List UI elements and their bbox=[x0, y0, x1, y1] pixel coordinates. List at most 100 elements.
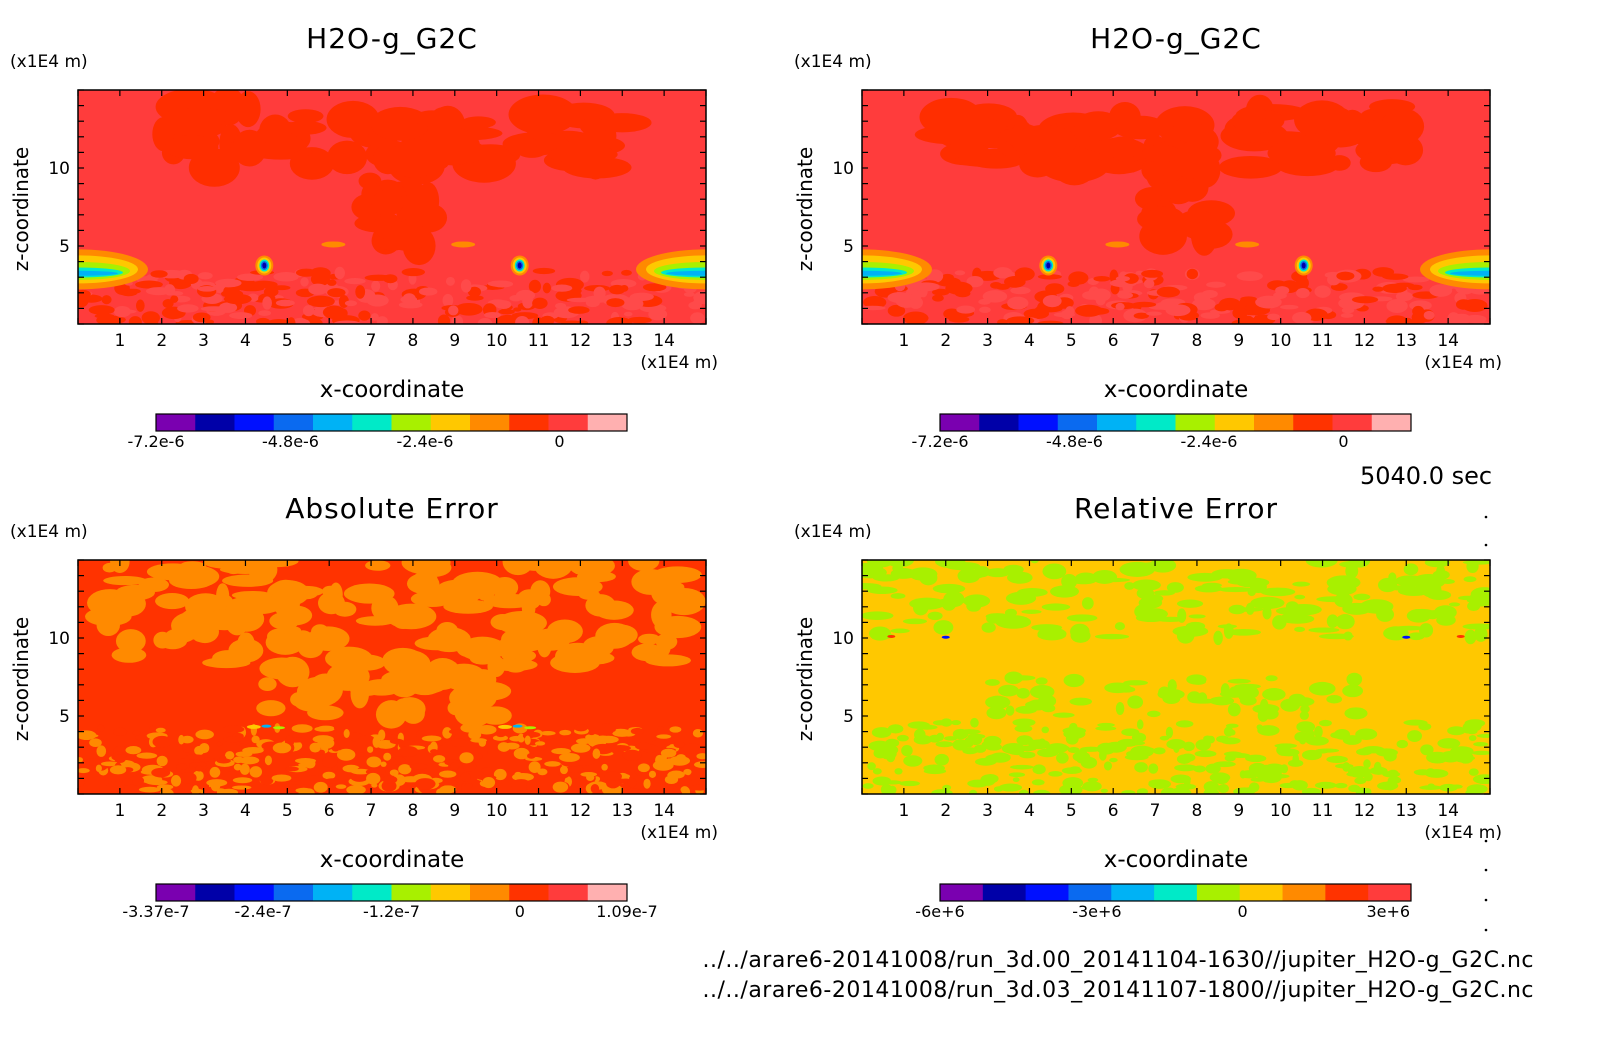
contour-patch bbox=[1334, 728, 1351, 740]
colorbar-frame bbox=[155, 883, 628, 902]
colorbar-tick-label: -3.37e-7 bbox=[122, 902, 189, 921]
contour-patch bbox=[317, 749, 326, 756]
contour-patch bbox=[932, 288, 950, 296]
contour-patch bbox=[1382, 283, 1407, 294]
contour-patch bbox=[701, 737, 706, 743]
x-tick-label: 14 bbox=[1437, 331, 1459, 351]
contour-patch bbox=[1007, 296, 1029, 310]
x-tick-label: 7 bbox=[366, 801, 377, 821]
contour-patch bbox=[258, 677, 277, 692]
contour-patch bbox=[406, 573, 440, 594]
contour-patch bbox=[648, 308, 668, 321]
contour-patch bbox=[1069, 697, 1093, 706]
contour-patch bbox=[111, 647, 147, 663]
contour-patch bbox=[1451, 313, 1472, 324]
contour-patch bbox=[308, 283, 328, 295]
contour-patch bbox=[286, 317, 296, 324]
contour-patch bbox=[1037, 274, 1062, 280]
contour-patch bbox=[928, 734, 942, 743]
contour-patch bbox=[1227, 702, 1241, 717]
colorbar-tick-label: 0 bbox=[1238, 902, 1248, 921]
contour-patch bbox=[448, 729, 460, 735]
margin-dot bbox=[1484, 839, 1488, 843]
contour-patch bbox=[1462, 722, 1473, 734]
contour-patch bbox=[669, 726, 682, 733]
x-tick-label: 11 bbox=[528, 801, 550, 821]
contour-patch bbox=[298, 762, 313, 768]
x-tick-label: 6 bbox=[324, 331, 335, 351]
contour-patch bbox=[355, 285, 366, 299]
contour-patch bbox=[1386, 298, 1408, 313]
contour-patch bbox=[862, 566, 887, 579]
x-tick-label: 12 bbox=[570, 331, 592, 351]
contour-patch bbox=[460, 772, 471, 782]
contour-patch bbox=[1148, 779, 1172, 789]
colorbar-cell bbox=[313, 414, 353, 431]
x-tick-label: 5 bbox=[282, 801, 293, 821]
contour-patch bbox=[863, 296, 887, 309]
contour-patch bbox=[1423, 310, 1435, 320]
contour-patch bbox=[997, 128, 1042, 143]
colorbar-cell bbox=[1282, 884, 1326, 901]
colorbar-cell bbox=[1368, 884, 1412, 901]
contour-patch bbox=[944, 736, 958, 741]
contour-patch bbox=[515, 316, 530, 324]
contour-patch bbox=[1127, 695, 1144, 709]
contour-patch bbox=[1063, 673, 1085, 688]
contour-patch bbox=[1343, 631, 1353, 641]
panel-title: Absolute Error bbox=[285, 492, 499, 525]
contour-patch bbox=[195, 765, 204, 772]
contour-patch bbox=[1007, 571, 1033, 584]
contour-patch bbox=[1131, 732, 1147, 743]
contour-patch bbox=[1447, 726, 1466, 736]
contour-patch bbox=[1275, 607, 1301, 615]
x-tick-label: 14 bbox=[653, 801, 675, 821]
contour-patch bbox=[233, 763, 242, 771]
contour-patch bbox=[1339, 561, 1367, 568]
panel-3: Absolute Error(x1E4 m)1 2 3 4 5 6 7 8 9 10 11 12 13 1… bbox=[9, 492, 718, 921]
contour-patch bbox=[1177, 608, 1187, 623]
contour-patch bbox=[275, 656, 310, 688]
contour-patch bbox=[637, 763, 650, 773]
contour-patch bbox=[1406, 609, 1431, 623]
contour-patch bbox=[1067, 280, 1080, 287]
contour-patch bbox=[1257, 709, 1269, 722]
contour-patch bbox=[1465, 788, 1480, 794]
colorbar-cell bbox=[430, 414, 471, 431]
contour-patch bbox=[258, 310, 272, 316]
contour-patch bbox=[138, 786, 161, 793]
contour-patch bbox=[1052, 712, 1075, 718]
contour-patch bbox=[935, 560, 966, 568]
contour-patch bbox=[982, 290, 1008, 303]
x-axis-label: x-coordinate bbox=[320, 847, 465, 873]
x-tick-label: 9 bbox=[449, 331, 460, 351]
contour-patch bbox=[309, 267, 331, 279]
contour-patch bbox=[862, 270, 902, 276]
contour-patch bbox=[231, 590, 273, 600]
contour-patch bbox=[114, 753, 126, 764]
contour-patch bbox=[222, 725, 245, 734]
contour-patch bbox=[1109, 757, 1118, 763]
margin-dot bbox=[1484, 928, 1488, 932]
contour-patch bbox=[1166, 582, 1184, 593]
contour-patch bbox=[942, 784, 952, 791]
contour-patch bbox=[451, 315, 464, 324]
contour-patch bbox=[313, 308, 325, 317]
contour-patch bbox=[630, 727, 644, 735]
contour-patch bbox=[261, 724, 272, 728]
x-tick-label: 2 bbox=[156, 801, 167, 821]
contour-patch bbox=[197, 286, 217, 292]
contour-patch bbox=[313, 781, 328, 793]
contour-patch bbox=[1075, 751, 1086, 764]
contour-patch bbox=[631, 568, 670, 595]
contour-patch bbox=[1012, 777, 1020, 783]
contour-patch bbox=[287, 109, 324, 123]
contour-patch bbox=[620, 297, 644, 311]
contour-patch bbox=[1214, 303, 1229, 312]
contour-patch bbox=[146, 779, 168, 786]
contour-patch bbox=[953, 154, 1025, 167]
contour-patch bbox=[1062, 726, 1087, 735]
contour-patch bbox=[1267, 766, 1282, 778]
contour-patch bbox=[459, 752, 474, 764]
contour-patch bbox=[1160, 787, 1178, 794]
